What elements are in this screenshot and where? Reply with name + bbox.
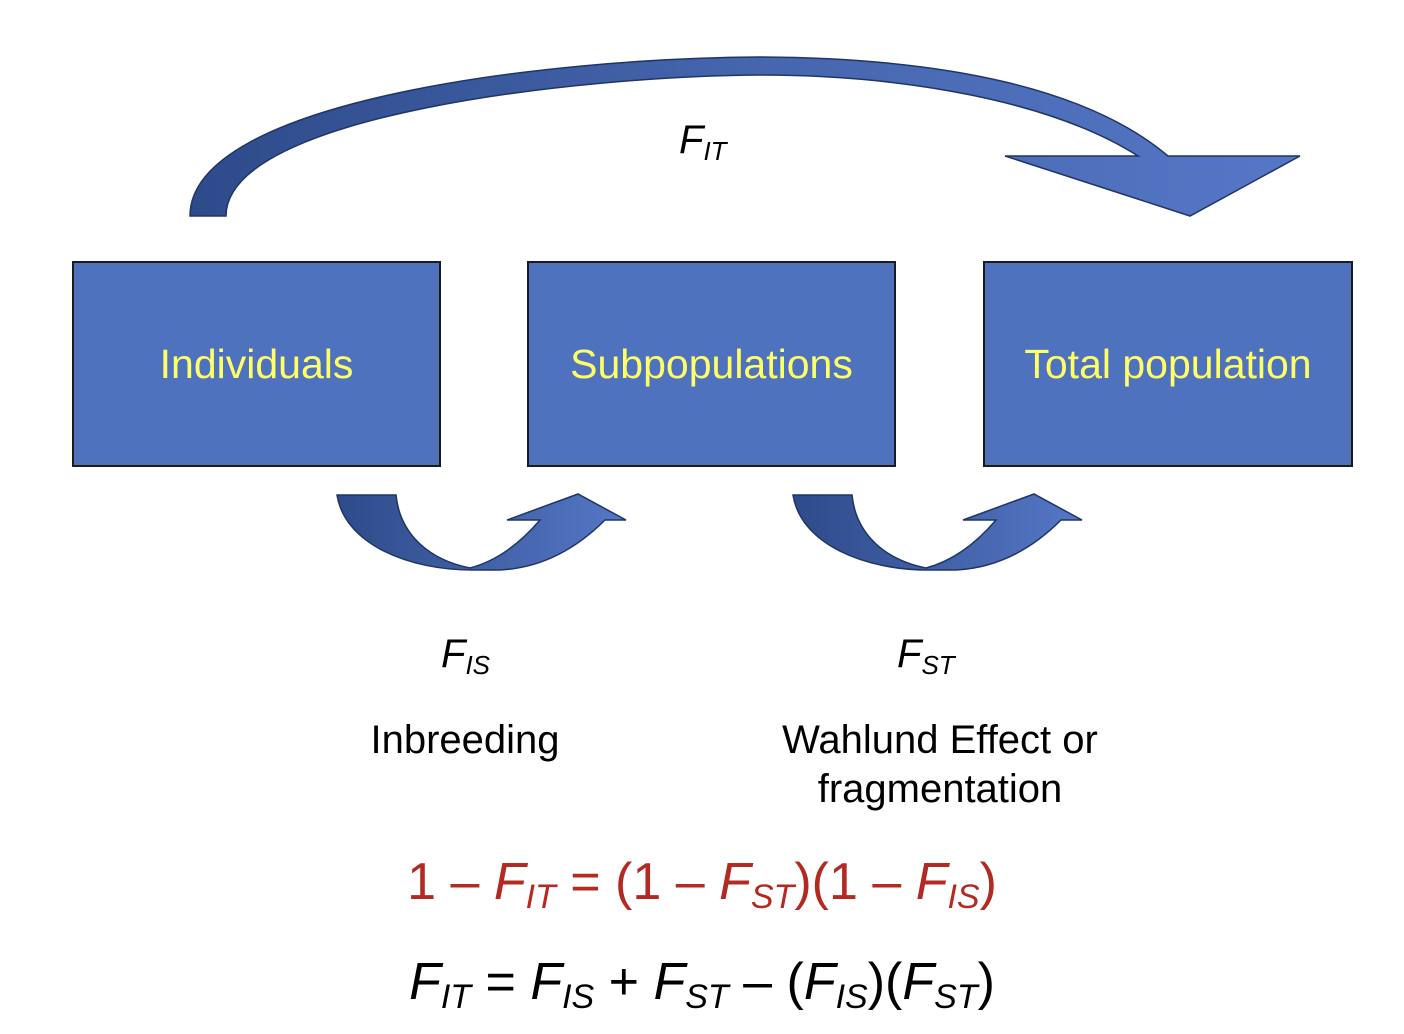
- fst-curved-arrow: [792, 493, 1083, 571]
- fit-curved-arrow: [189, 56, 1301, 217]
- eq2-sub: ST: [685, 978, 729, 1016]
- eq1-part: ): [979, 853, 997, 911]
- eq1-part: )(1 –: [794, 853, 916, 911]
- eq2-f: F: [653, 953, 686, 1011]
- equation-2: FIT = FIS + FST – (FIS)(FST): [0, 952, 1404, 1017]
- eq1-sub: IS: [947, 878, 980, 916]
- eq1-sub: ST: [750, 878, 795, 916]
- wahlund-line-2: fragmentation: [817, 767, 1063, 811]
- fis-label: FIS: [441, 632, 490, 681]
- eq1-f: F: [493, 853, 526, 911]
- fit-label: FIT: [679, 118, 727, 167]
- eq1-f: F: [915, 853, 948, 911]
- eq2-f: F: [530, 953, 563, 1011]
- fst-label: FST: [897, 632, 955, 681]
- eq2-sub: ST: [934, 978, 978, 1016]
- fis-curved-arrow: [336, 493, 627, 571]
- wahlund-line-1: Wahlund Effect or: [782, 718, 1098, 762]
- fst-label-main: F: [897, 632, 922, 676]
- individuals-box: Individuals: [72, 261, 441, 467]
- fis-label-sub: IS: [465, 650, 491, 680]
- eq2-sub: IS: [562, 978, 595, 1016]
- eq2-sub: IT: [440, 978, 472, 1016]
- eq2-part: +: [594, 953, 654, 1011]
- total-population-box: Total population: [983, 261, 1353, 467]
- subpopulations-box: Subpopulations: [527, 261, 896, 467]
- fst-label-sub: ST: [921, 650, 955, 680]
- eq1-part: 1 –: [407, 853, 494, 911]
- eq2-part: )(: [867, 953, 903, 1011]
- inbreeding-description: Inbreeding: [370, 718, 560, 762]
- eq2-part: ): [977, 953, 995, 1011]
- eq2-part: – (: [728, 953, 804, 1011]
- eq1-sub: IT: [525, 878, 556, 916]
- total-population-label: Total population: [1024, 340, 1312, 387]
- fit-label-sub: IT: [703, 136, 727, 166]
- fit-label-main: F: [679, 118, 704, 162]
- individuals-label: Individuals: [159, 340, 354, 387]
- equation-1: 1 – FIT = (1 – FST)(1 – FIS): [0, 852, 1404, 917]
- eq2-part: =: [471, 953, 531, 1011]
- eq1-part: = (1 –: [555, 853, 720, 911]
- eq2-f: F: [902, 953, 935, 1011]
- wahlund-description: Wahlund Effect or fragmentation: [740, 716, 1140, 814]
- eq2-f: F: [409, 953, 441, 1011]
- eq2-f: F: [803, 953, 836, 1011]
- eq1-f: F: [719, 853, 751, 911]
- subpopulations-label: Subpopulations: [570, 340, 853, 387]
- eq2-sub: IS: [835, 978, 868, 1016]
- fis-label-main: F: [441, 632, 466, 676]
